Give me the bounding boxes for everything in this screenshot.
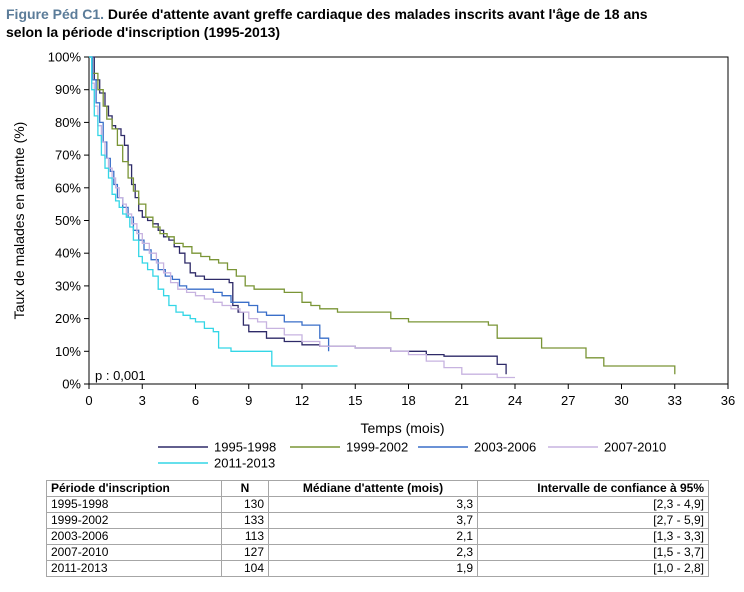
legend-item: 2003-2006 xyxy=(418,440,536,455)
table-cell-median: 3,7 xyxy=(268,512,478,529)
chart-axes: 0 3 6 9 12 15 18 21 24 27 30 33 360%10%20%30%40%50%6… xyxy=(11,50,735,437)
table-header-n: N xyxy=(221,480,269,497)
x-tick-label: 9 xyxy=(245,393,252,408)
y-tick-label: 60% xyxy=(55,180,81,195)
table-header-period: Période d'inscription xyxy=(46,480,222,497)
x-tick-label: 21 xyxy=(455,393,469,408)
median-wait-table: Période d'inscription N Médiane d'attent… xyxy=(46,480,709,577)
figure-title-line2: selon la période d'inscription (1995-201… xyxy=(6,24,281,40)
chart-series xyxy=(89,56,676,379)
table-cell-median: 1,9 xyxy=(268,560,478,577)
x-tick-label: 15 xyxy=(348,393,362,408)
table-cell-period: 2011-2013 xyxy=(46,560,222,577)
legend-item: 2011-2013 xyxy=(158,456,275,471)
table-row: 2007-2010 127 2,3 [1,5 - 3,7] xyxy=(46,544,709,561)
plot-frame xyxy=(88,56,729,385)
series-line-1999-2002 xyxy=(89,56,676,375)
p-value-annotation: p : 0,001 xyxy=(95,368,146,383)
table-cell-ci: [1,0 - 2,8] xyxy=(477,560,709,577)
legend-item: 1999-2002 xyxy=(290,440,408,455)
table-header-median: Médiane d'attente (mois) xyxy=(268,480,478,497)
legend-item: 2007-2010 xyxy=(548,440,666,455)
legend-label: 2003-2006 xyxy=(474,440,536,455)
table-cell-n: 133 xyxy=(221,512,269,529)
y-tick-label: 40% xyxy=(55,246,81,261)
x-tick-label: 6 xyxy=(192,393,199,408)
table-cell-n: 130 xyxy=(221,496,269,513)
figure-number: Figure Péd C1. xyxy=(6,6,105,22)
y-tick-label: 10% xyxy=(55,344,81,359)
table-row: 2011-2013 104 1,9 [1,0 - 2,8] xyxy=(46,560,709,577)
table-cell-period: 1995-1998 xyxy=(46,496,222,513)
table-cell-period: 2007-2010 xyxy=(46,544,222,561)
table-cell-median: 2,3 xyxy=(268,544,478,561)
table-cell-period: 1999-2002 xyxy=(46,512,222,529)
table-header-row: Période d'inscription N Médiane d'attent… xyxy=(46,480,709,497)
legend-item: 1995-1998 xyxy=(158,440,276,455)
x-tick-label: 18 xyxy=(401,393,415,408)
table-header-ci: Intervalle de confiance à 95% xyxy=(477,480,709,497)
table-cell-n: 113 xyxy=(221,528,269,545)
table-row: 1995-1998 130 3,3 [2,3 - 4,9] xyxy=(46,496,709,513)
x-tick-label: 3 xyxy=(139,393,146,408)
y-tick-label: 90% xyxy=(55,82,81,97)
table-cell-median: 2,1 xyxy=(268,528,478,545)
y-axis-label: Taux de malades en attente (%) xyxy=(11,122,27,320)
y-tick-label: 20% xyxy=(55,311,81,326)
table-cell-n: 127 xyxy=(221,544,269,561)
table-cell-ci: [2,3 - 4,9] xyxy=(477,496,709,513)
x-tick-label: 0 xyxy=(85,393,92,408)
series-line-2011-2013 xyxy=(89,56,338,367)
table-cell-n: 104 xyxy=(221,560,269,577)
table-cell-ci: [1,5 - 3,7] xyxy=(477,544,709,561)
series-line-1995-1998 xyxy=(89,56,507,375)
y-tick-label: 100% xyxy=(48,50,82,65)
survival-chart: 0 3 6 9 12 15 18 21 24 27 30 33 360%10%20%30%40%50%6… xyxy=(11,50,735,471)
x-tick-label: 12 xyxy=(295,393,309,408)
legend-label: 2007-2010 xyxy=(604,440,666,455)
y-tick-label: 70% xyxy=(55,148,81,163)
legend-label: 1995-1998 xyxy=(214,440,276,455)
legend-label: 2011-2013 xyxy=(214,456,275,471)
figure-title-line1: Durée d'attente avant greffe cardiaque d… xyxy=(107,6,648,22)
x-tick-label: 30 xyxy=(614,393,628,408)
table-row: 1999-2002 133 3,7 [2,7 - 5,9] xyxy=(46,512,709,529)
series-line-2007-2010 xyxy=(89,56,515,379)
x-tick-label: 33 xyxy=(668,393,682,408)
y-tick-label: 80% xyxy=(55,115,81,130)
table-row: 2003-2006 113 2,1 [1,3 - 3,3] xyxy=(46,528,709,545)
x-tick-label: 24 xyxy=(508,393,522,408)
table-cell-ci: [2,7 - 5,9] xyxy=(477,512,709,529)
y-tick-label: 30% xyxy=(55,278,81,293)
y-tick-label: 0% xyxy=(62,377,81,392)
x-tick-label: 36 xyxy=(721,393,735,408)
x-tick-label: 27 xyxy=(561,393,575,408)
y-tick-label: 50% xyxy=(55,213,81,228)
chart-legend: 1995-1998 1999-2002 2003-2006 2007-2010 2011… xyxy=(158,440,666,471)
x-axis-label: Temps (mois) xyxy=(360,420,444,436)
table-cell-ci: [1,3 - 3,3] xyxy=(477,528,709,545)
legend-label: 1999-2002 xyxy=(346,440,408,455)
figure-title: Figure Péd C1. Durée d'attente avant gre… xyxy=(6,5,736,41)
table-cell-median: 3,3 xyxy=(268,496,478,513)
table-cell-period: 2003-2006 xyxy=(46,528,222,545)
